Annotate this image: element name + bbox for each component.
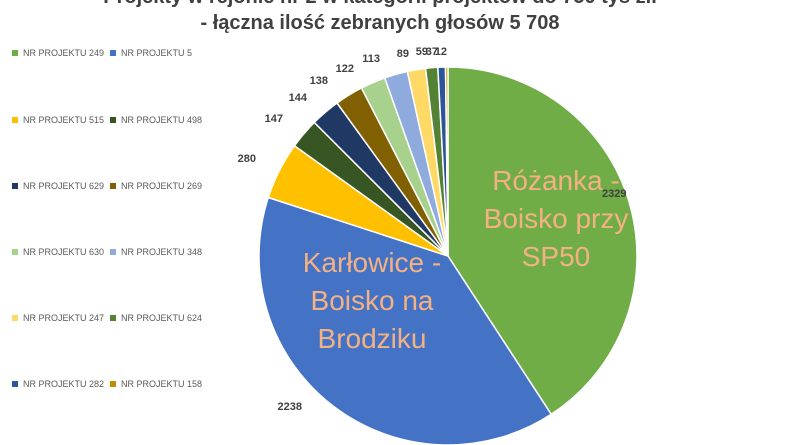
legend-item: NR PROJEKTU 498 (110, 115, 202, 125)
data-label: 113 (362, 53, 380, 65)
data-label: 12 (435, 46, 447, 58)
legend-item: NR PROJEKTU 630 (12, 247, 104, 257)
data-label: 147 (265, 113, 283, 125)
legend-swatch (110, 315, 116, 321)
slice-annotation: Brodziku (318, 323, 427, 354)
slice-annotation: Karłowice - (303, 247, 441, 278)
legend-swatch (110, 249, 116, 255)
data-label: 2329 (602, 188, 626, 200)
legend-item: NR PROJEKTU 515 (12, 115, 104, 125)
legend-label: NR PROJEKTU 498 (121, 115, 203, 125)
legend-swatch (12, 117, 18, 123)
legend-item: NR PROJEKTU 247 (12, 313, 104, 323)
chart-title-line-2: - łączna ilość zebranych głosów 5 708 (200, 12, 560, 34)
legend-item: NR PROJEKTU 249 (12, 48, 104, 58)
legend-item: NR PROJEKTU 624 (110, 313, 202, 323)
legend-swatch (12, 381, 18, 387)
legend-label: NR PROJEKTU 249 (23, 48, 105, 58)
legend-swatch (12, 50, 18, 56)
legend-label: NR PROJEKTU 515 (23, 115, 105, 125)
pie-slice (258, 196, 553, 445)
legend-item: NR PROJEKTU 282 (12, 379, 104, 389)
legend-label: NR PROJEKTU 247 (23, 313, 105, 323)
legend-item: NR PROJEKTU 629 (12, 181, 104, 191)
slice-annotation: Boisko przy (484, 203, 629, 234)
legend-swatch (110, 381, 116, 387)
chart-title-line-1: Projekty w rejonie nr 2 w kategorii proj… (0, 0, 780, 9)
legend-swatch (12, 183, 18, 189)
legend-label: NR PROJEKTU 269 (121, 181, 203, 191)
legend-label: NR PROJEKTU 5 (121, 48, 193, 58)
legend-item: NR PROJEKTU 269 (110, 181, 202, 191)
legend-swatch (12, 249, 18, 255)
legend-swatch (110, 50, 116, 56)
data-label: 280 (238, 153, 256, 165)
data-label: 122 (336, 63, 354, 75)
data-label: 144 (289, 92, 308, 104)
legend-item: NR PROJEKTU 5 (110, 48, 192, 58)
legend-label: NR PROJEKTU 630 (23, 247, 105, 257)
data-label: 138 (310, 75, 328, 87)
data-label: 37 (426, 46, 438, 58)
pie-slice (444, 66, 449, 257)
legend-label: NR PROJEKTU 348 (121, 247, 203, 257)
slice-annotation: Boisko na (311, 285, 434, 316)
legend-swatch (12, 315, 18, 321)
legend-label: NR PROJEKTU 624 (121, 313, 203, 323)
legend-swatch (110, 183, 116, 189)
legend-swatch (110, 117, 116, 123)
legend-label: NR PROJEKTU 158 (121, 379, 203, 389)
legend-label: NR PROJEKTU 629 (23, 181, 105, 191)
data-label: 89 (397, 48, 409, 60)
legend-label: NR PROJEKTU 282 (23, 379, 105, 389)
slice-annotation: Różanka - (492, 165, 620, 196)
legend-item: NR PROJEKTU 158 (110, 379, 202, 389)
data-label: 2238 (278, 401, 302, 413)
slice-annotation: SP50 (522, 241, 591, 272)
data-label: 59 (416, 46, 428, 58)
legend-item: NR PROJEKTU 348 (110, 247, 202, 257)
